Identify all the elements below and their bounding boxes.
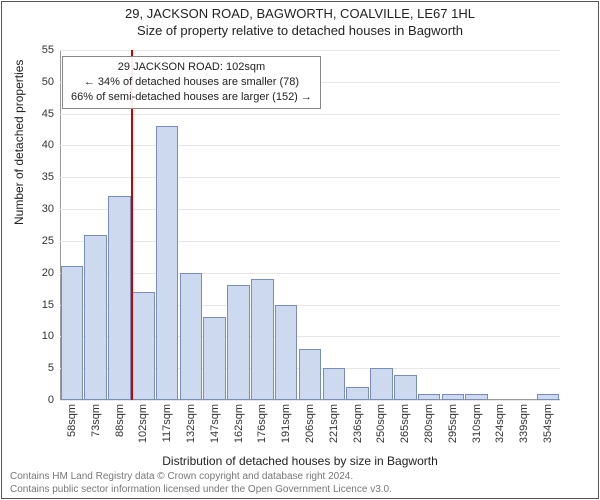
footer-attribution: Contains HM Land Registry data © Crown c… [10,471,392,496]
gridline [60,50,560,51]
y-tick-label: 20 [24,267,54,279]
x-tick-label: 310sqm [471,404,483,443]
y-tick-label: 40 [24,139,54,151]
x-tick-label: 73sqm [90,404,102,437]
page-title: 29, JACKSON ROAD, BAGWORTH, COALVILLE, L… [0,6,600,21]
x-axis-label: Distribution of detached houses by size … [0,454,600,468]
x-tick-label: 117sqm [161,404,173,442]
y-tick-label: 50 [24,76,54,88]
chart-area: 051015202530354045505558sqm73sqm88sqm102… [60,50,560,400]
gridline [60,241,560,242]
x-tick-label: 132sqm [185,404,197,443]
annotation-line: 29 JACKSON ROAD: 102sqm [71,60,312,75]
histogram-bar [418,394,441,400]
y-tick-label: 30 [24,203,54,215]
x-tick-label: 191sqm [280,404,292,443]
y-tick-label: 25 [24,235,54,247]
histogram-bar [275,305,298,400]
histogram-bar [156,126,179,400]
y-tick-label: 15 [24,299,54,311]
footer-line-2: Contains public sector information licen… [10,484,392,497]
annotation-line: ← 34% of detached houses are smaller (78… [71,75,312,90]
gridline [60,114,560,115]
gridline [60,145,560,146]
histogram-bar [394,375,417,400]
histogram-bar [84,235,107,400]
x-tick-label: 236sqm [352,404,364,443]
x-tick-label: 147sqm [209,404,221,443]
y-tick-label: 45 [24,108,54,120]
footer-line-1: Contains HM Land Registry data © Crown c… [10,471,392,484]
x-tick-label: 354sqm [542,404,554,443]
histogram-bar [180,273,203,400]
y-tick-label: 10 [24,330,54,342]
y-tick-label: 55 [24,44,54,56]
x-tick-label: 206sqm [304,404,316,443]
gridline [60,209,560,210]
annotation-line: 66% of semi-detached houses are larger (… [71,90,312,105]
page-subtitle: Size of property relative to detached ho… [0,23,600,38]
title-block: 29, JACKSON ROAD, BAGWORTH, COALVILLE, L… [0,0,600,38]
histogram-bar [323,368,346,400]
gridline [60,177,560,178]
gridline [60,273,560,274]
x-tick-label: 58sqm [66,404,78,437]
histogram-bar [108,196,131,400]
histogram-bar [299,349,322,400]
x-tick-label: 324sqm [494,404,506,443]
histogram-bar [203,317,226,400]
histogram-bar [465,394,488,400]
plot-region: 051015202530354045505558sqm73sqm88sqm102… [60,50,560,400]
x-tick-label: 176sqm [256,404,268,443]
gridline [60,400,560,401]
y-tick-label: 0 [24,394,54,406]
histogram-bar [537,394,560,400]
x-tick-label: 162sqm [233,404,245,443]
histogram-bar [370,368,393,400]
x-tick-label: 88sqm [114,404,126,437]
x-tick-label: 265sqm [399,404,411,443]
x-tick-label: 339sqm [518,404,530,443]
y-tick-label: 35 [24,171,54,183]
annotation-callout: 29 JACKSON ROAD: 102sqm← 34% of detached… [62,56,321,109]
histogram-bar [346,387,369,400]
histogram-bar [251,279,274,400]
x-tick-label: 221sqm [328,404,340,443]
x-tick-label: 295sqm [447,404,459,443]
x-tick-label: 250sqm [375,404,387,443]
histogram-bar [61,266,84,400]
y-tick-label: 5 [24,362,54,374]
x-tick-label: 102sqm [137,404,149,443]
histogram-bar [132,292,155,400]
histogram-bar [442,394,465,400]
histogram-bar [227,285,250,400]
x-tick-label: 280sqm [423,404,435,443]
